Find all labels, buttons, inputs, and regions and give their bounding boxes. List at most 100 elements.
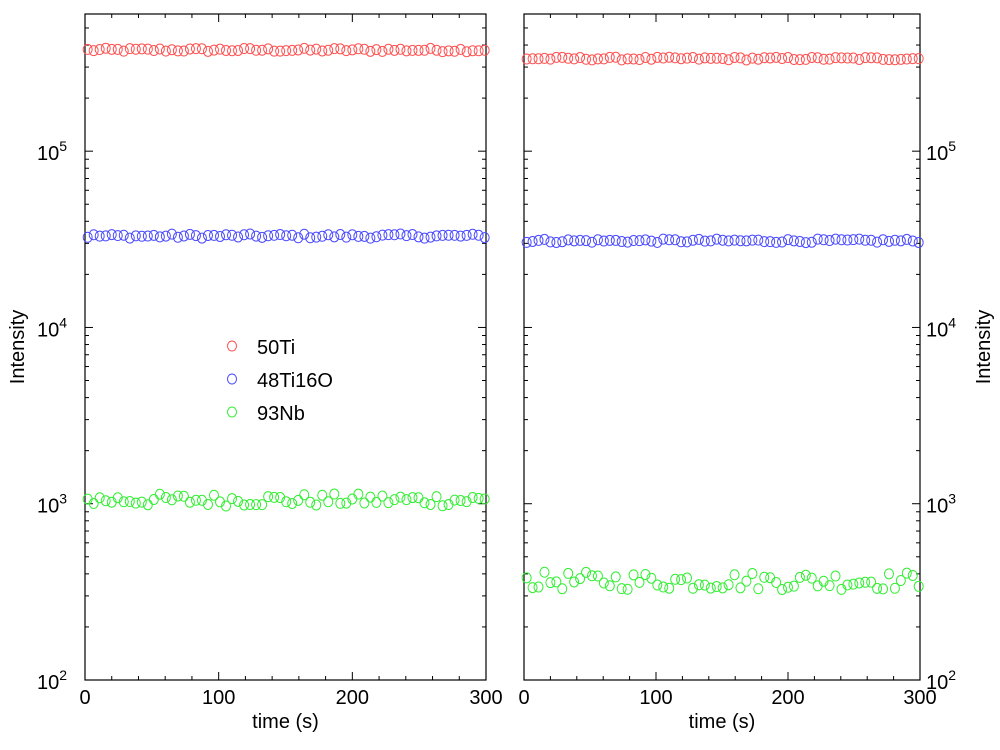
data-point [245,228,256,240]
data-point [598,235,609,247]
data-point [652,579,663,591]
data-point [901,53,912,65]
data-point [812,580,823,592]
data-point [777,236,788,248]
data-point [293,232,304,244]
data-point [836,52,847,64]
data-point [687,234,698,246]
data-point [401,494,412,506]
data-point [160,492,171,504]
data-point [269,45,280,57]
data-point [901,567,912,579]
data-point [148,229,159,241]
data-point [771,236,782,248]
data-point [563,567,574,579]
data-point [239,499,250,511]
data-point [401,230,412,242]
data-point [705,235,716,247]
data-point [419,232,430,244]
y-tick-exponent: 4 [59,314,67,330]
data-point [178,230,189,242]
data-point [753,53,764,65]
data-point [741,235,752,247]
data-point [353,43,364,55]
data-point [878,53,889,65]
y-tick-base: 10 [37,143,59,165]
data-point [190,494,201,506]
x-tick-label: 100 [639,687,672,709]
data-point [889,54,900,66]
data-point [100,230,111,242]
data-point [842,579,853,591]
data-point [239,229,250,241]
data-point [136,496,147,508]
legend-marker [227,373,237,385]
data-point [389,44,400,56]
data-point [323,44,334,56]
data-point [527,235,538,247]
data-point [88,229,99,241]
data-point [461,229,472,241]
data-point [94,230,105,242]
data-point [257,231,268,243]
data-point [335,497,346,509]
data-point [227,493,238,505]
data-point [788,235,799,247]
data-point [569,576,580,588]
data-point [747,568,758,580]
data-point [208,229,219,241]
data-point [842,52,853,64]
data-point [449,494,460,506]
data-point [717,52,728,64]
data-point [461,496,472,508]
data-point [245,499,256,511]
data-point [281,230,292,242]
data-point [425,498,436,510]
data-point [184,228,195,240]
data-point [359,497,370,509]
data-point [263,43,274,55]
data-point [142,230,153,242]
y-tick-base: 10 [926,496,948,518]
data-point [521,572,532,584]
data-point [854,53,865,65]
data-point [818,53,829,65]
x-tick-label: 300 [903,687,936,709]
data-point [305,496,316,508]
data-point [425,231,436,243]
data-point [227,229,238,241]
y-tick-label: 102 [926,667,956,694]
data-point [604,51,615,63]
data-point [616,583,627,595]
data-point [883,54,894,66]
data-point [711,52,722,64]
data-point [353,488,364,500]
data-point [640,234,651,246]
data-point [437,46,448,58]
data-point [473,492,484,504]
data-point [741,54,752,66]
data-point [317,489,328,501]
data-point [806,236,817,248]
data-point [82,43,93,55]
data-point [112,43,123,55]
legend-label: 93Nb [257,403,305,425]
data-point [794,235,805,247]
data-point [788,53,799,65]
data-point [848,52,859,64]
data-point [842,234,853,246]
y-tick-base: 10 [926,143,948,165]
data-point [178,490,189,502]
data-point [172,45,183,57]
data-point [383,229,394,241]
data-point [872,582,883,594]
data-point [907,53,918,65]
data-point [622,583,633,595]
data-point [586,236,597,248]
y-tick-label: 102 [37,667,67,694]
data-point [359,43,370,55]
data-point [872,52,883,64]
data-point [693,579,704,591]
data-point [592,570,603,582]
